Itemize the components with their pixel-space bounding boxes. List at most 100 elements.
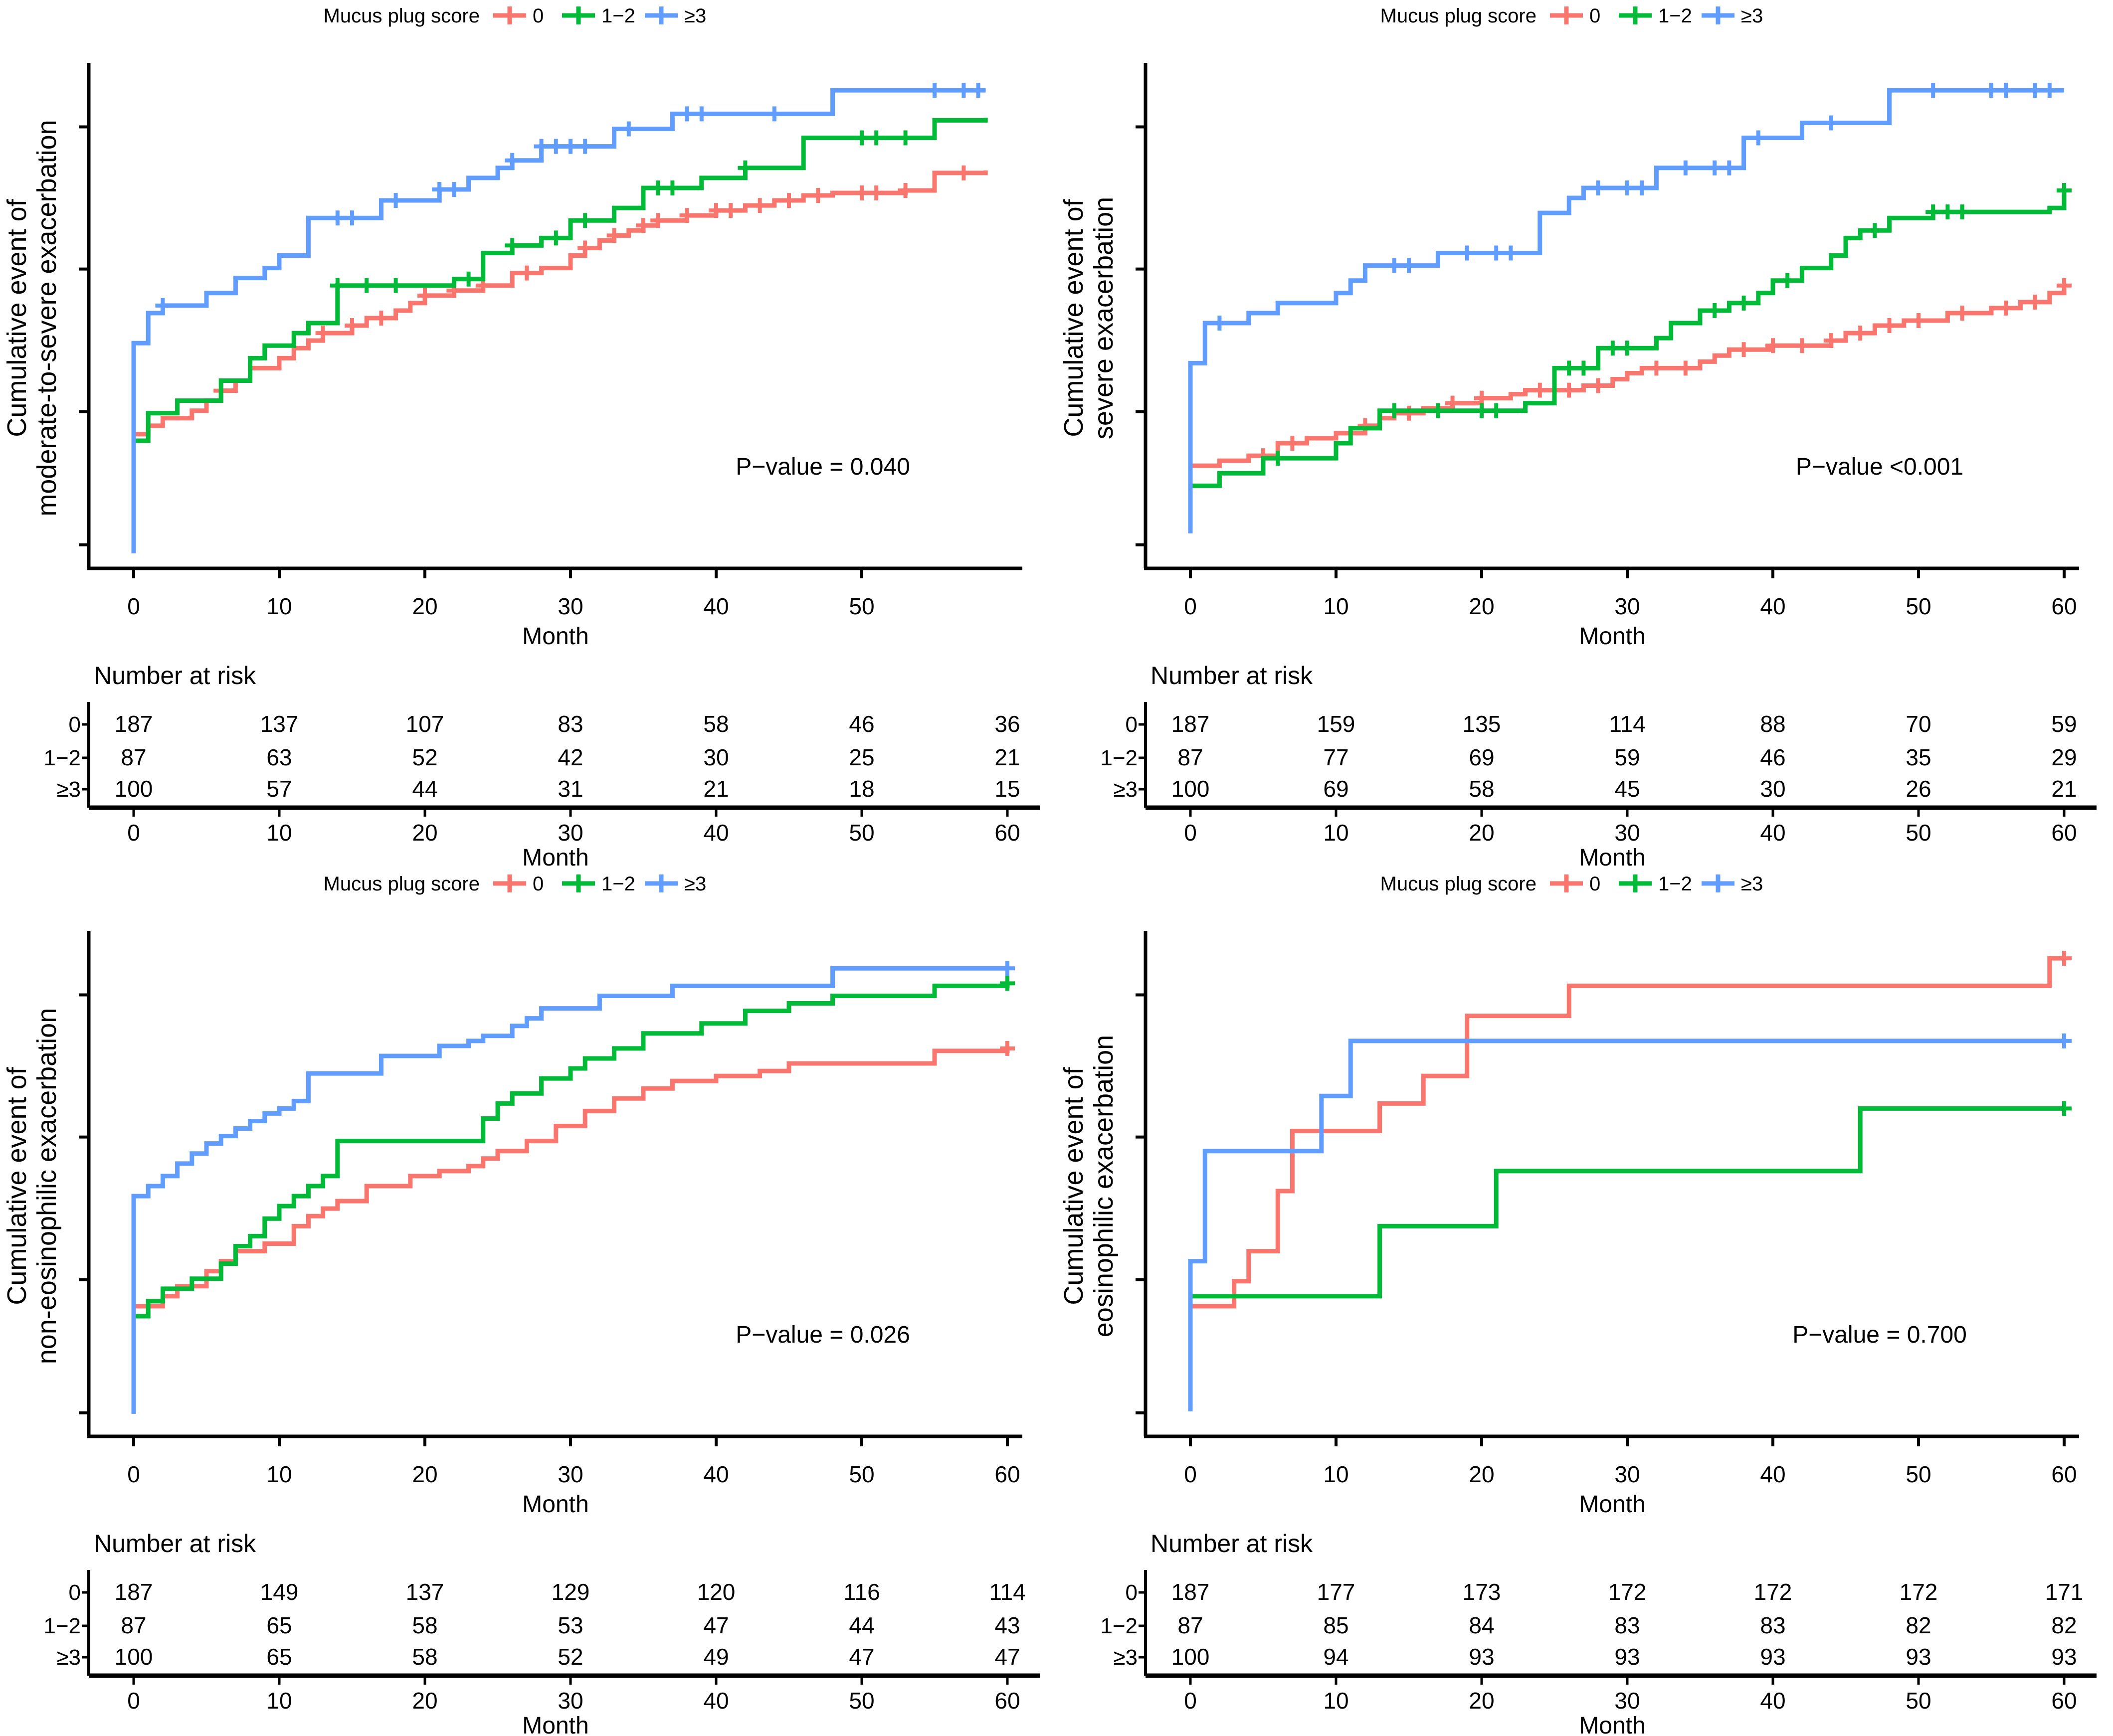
p-value-label: P−value = 0.700	[1792, 1322, 1967, 1348]
kaplan-meier-series-0	[1190, 951, 2072, 1309]
risk-count: 93	[1906, 1644, 1931, 1670]
risk-row-1−2: 1−2 87 77 69 59 46 35 29	[1100, 744, 2077, 770]
risk-x-tick-label: 10	[1323, 820, 1348, 846]
x-tick-label: 60	[2051, 1461, 2077, 1487]
risk-row-label: ≥3	[56, 777, 81, 802]
risk-x-tick-label: 40	[1760, 1688, 1785, 1714]
kaplan-meier-series-≥3	[1188, 83, 2064, 533]
risk-x-tick-label: 50	[1906, 1688, 1931, 1714]
legend-key-0: 0	[1550, 873, 1600, 895]
x-tick-label: 40	[1760, 1461, 1785, 1487]
risk-row-label: 0	[69, 1580, 81, 1605]
risk-x-tick-label: 60	[994, 1688, 1020, 1714]
survival-curve-0	[1190, 285, 2067, 468]
risk-count: 107	[406, 711, 444, 737]
legend-key-label: ≥3	[684, 5, 706, 27]
y-axis-title-line1: Cumulative event of	[1059, 198, 1089, 437]
risk-count: 187	[1171, 1579, 1210, 1605]
risk-x-tick-label: 50	[1906, 820, 1931, 846]
legend-key-label: 1−2	[1658, 5, 1692, 27]
number-at-risk-table: Number at risk 0 187 137 107 83 58 46 36 1−2 87 63 5…	[43, 662, 1040, 868]
risk-row-label: 1−2	[43, 1614, 81, 1638]
risk-count: 36	[994, 711, 1020, 737]
risk-count: 30	[1760, 776, 1785, 802]
legend-key-≥3: ≥3	[645, 873, 706, 895]
risk-count: 70	[1906, 711, 1931, 737]
risk-count: 44	[412, 776, 437, 802]
legend-key-0: 0	[493, 873, 544, 895]
risk-table-header: Number at risk	[1151, 662, 1313, 690]
kaplan-meier-series-1−2	[1190, 1101, 2072, 1299]
x-tick-label: 60	[994, 1461, 1020, 1487]
risk-table-header: Number at risk	[94, 1530, 256, 1558]
risk-count: 135	[1463, 711, 1501, 737]
survival-curve-1−2	[1190, 1106, 2064, 1299]
risk-count: 43	[994, 1612, 1020, 1638]
risk-count: 120	[697, 1579, 736, 1605]
x-tick-label: 30	[558, 1461, 583, 1487]
risk-x-axis-label: Month	[1579, 1713, 1645, 1736]
legend-key-label: ≥3	[1741, 5, 1763, 27]
risk-count: 53	[558, 1612, 583, 1638]
risk-count: 31	[558, 776, 583, 802]
x-tick-label: 50	[1906, 1461, 1931, 1487]
risk-count: 159	[1317, 711, 1355, 737]
risk-x-tick-label: 10	[266, 1688, 292, 1714]
x-tick-label: 30	[558, 593, 583, 619]
risk-row-label: ≥3	[56, 1645, 81, 1670]
risk-count: 26	[1906, 776, 1931, 802]
p-value-label: P−value = 0.040	[736, 454, 910, 480]
legend: Mucus plug score 0 1−2 ≥3	[1380, 873, 1763, 895]
risk-count: 65	[266, 1644, 292, 1670]
legend-key-label: 1−2	[601, 5, 635, 27]
risk-count: 47	[849, 1644, 874, 1670]
risk-count: 52	[558, 1644, 583, 1670]
x-axis-label: Month	[1579, 1491, 1645, 1518]
risk-row-label: 1−2	[1100, 746, 1138, 770]
risk-count: 46	[1760, 744, 1785, 770]
risk-row-label: 0	[1126, 1580, 1138, 1605]
panel-non-eosinophilic-exacerbation: Mucus plug score 0 1−2 ≥3 Cumulative event o…	[2, 873, 1040, 1736]
risk-count: 58	[412, 1644, 437, 1670]
risk-count: 83	[1760, 1612, 1785, 1638]
risk-x-axis-label: Month	[1579, 845, 1645, 868]
kaplan-meier-series-0	[134, 1041, 1015, 1309]
risk-count: 84	[1469, 1612, 1494, 1638]
survival-curve-≥3	[1188, 1039, 2064, 1411]
y-axis-title-line1: Cumulative event of	[2, 198, 32, 437]
x-tick-label: 60	[2051, 593, 2077, 619]
risk-x-tick-label: 10	[1323, 1688, 1348, 1714]
kaplan-meier-series-≥3	[1188, 1033, 2072, 1411]
risk-row-label: 0	[69, 712, 81, 737]
risk-count: 58	[1469, 776, 1494, 802]
risk-count: 21	[703, 776, 729, 802]
risk-count: 137	[260, 711, 299, 737]
axes: 0 10 20 30 40 50 Month	[79, 63, 1022, 650]
risk-row-label: 0	[1126, 712, 1138, 737]
risk-count: 83	[558, 711, 583, 737]
legend-key-label: 0	[533, 5, 544, 27]
risk-count: 58	[412, 1612, 437, 1638]
legend-title: Mucus plug score	[324, 5, 480, 27]
risk-row-label: ≥3	[1113, 777, 1138, 802]
legend-key-label: ≥3	[684, 873, 706, 895]
y-axis-title: Cumulative event of severe exacerbation	[1059, 197, 1119, 439]
legend-key-1−2: 1−2	[1619, 5, 1692, 27]
legend-key-≥3: ≥3	[1702, 5, 1763, 27]
risk-count: 18	[849, 776, 874, 802]
risk-count: 47	[703, 1612, 729, 1638]
risk-row-label: 1−2	[43, 746, 81, 770]
y-axis-title: Cumulative event of eosinophilic exacerba…	[1059, 1035, 1119, 1337]
risk-x-tick-label: 40	[703, 820, 729, 846]
risk-x-tick-label: 50	[849, 820, 874, 846]
risk-count: 100	[1171, 776, 1210, 802]
risk-x-tick-label: 30	[558, 820, 583, 846]
risk-count: 45	[1614, 776, 1640, 802]
survival-curve-0	[134, 1048, 1010, 1309]
risk-x-tick-label: 50	[849, 1688, 874, 1714]
risk-count: 93	[1614, 1644, 1640, 1670]
y-axis-title-line1: Cumulative event of	[1059, 1066, 1089, 1305]
risk-count: 93	[1469, 1644, 1494, 1670]
risk-x-axis-label: Month	[522, 845, 588, 868]
risk-count: 46	[849, 711, 874, 737]
